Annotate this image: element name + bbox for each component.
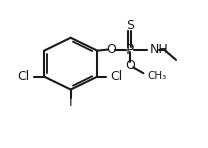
Text: NH: NH: [150, 43, 168, 56]
Text: S: S: [126, 19, 134, 32]
Text: Cl: Cl: [110, 70, 123, 83]
Text: O: O: [106, 43, 116, 56]
Text: P: P: [126, 42, 134, 57]
Text: Cl: Cl: [17, 70, 30, 83]
Text: CH₃: CH₃: [147, 71, 167, 81]
Text: I: I: [69, 96, 73, 109]
Text: O: O: [125, 59, 135, 71]
